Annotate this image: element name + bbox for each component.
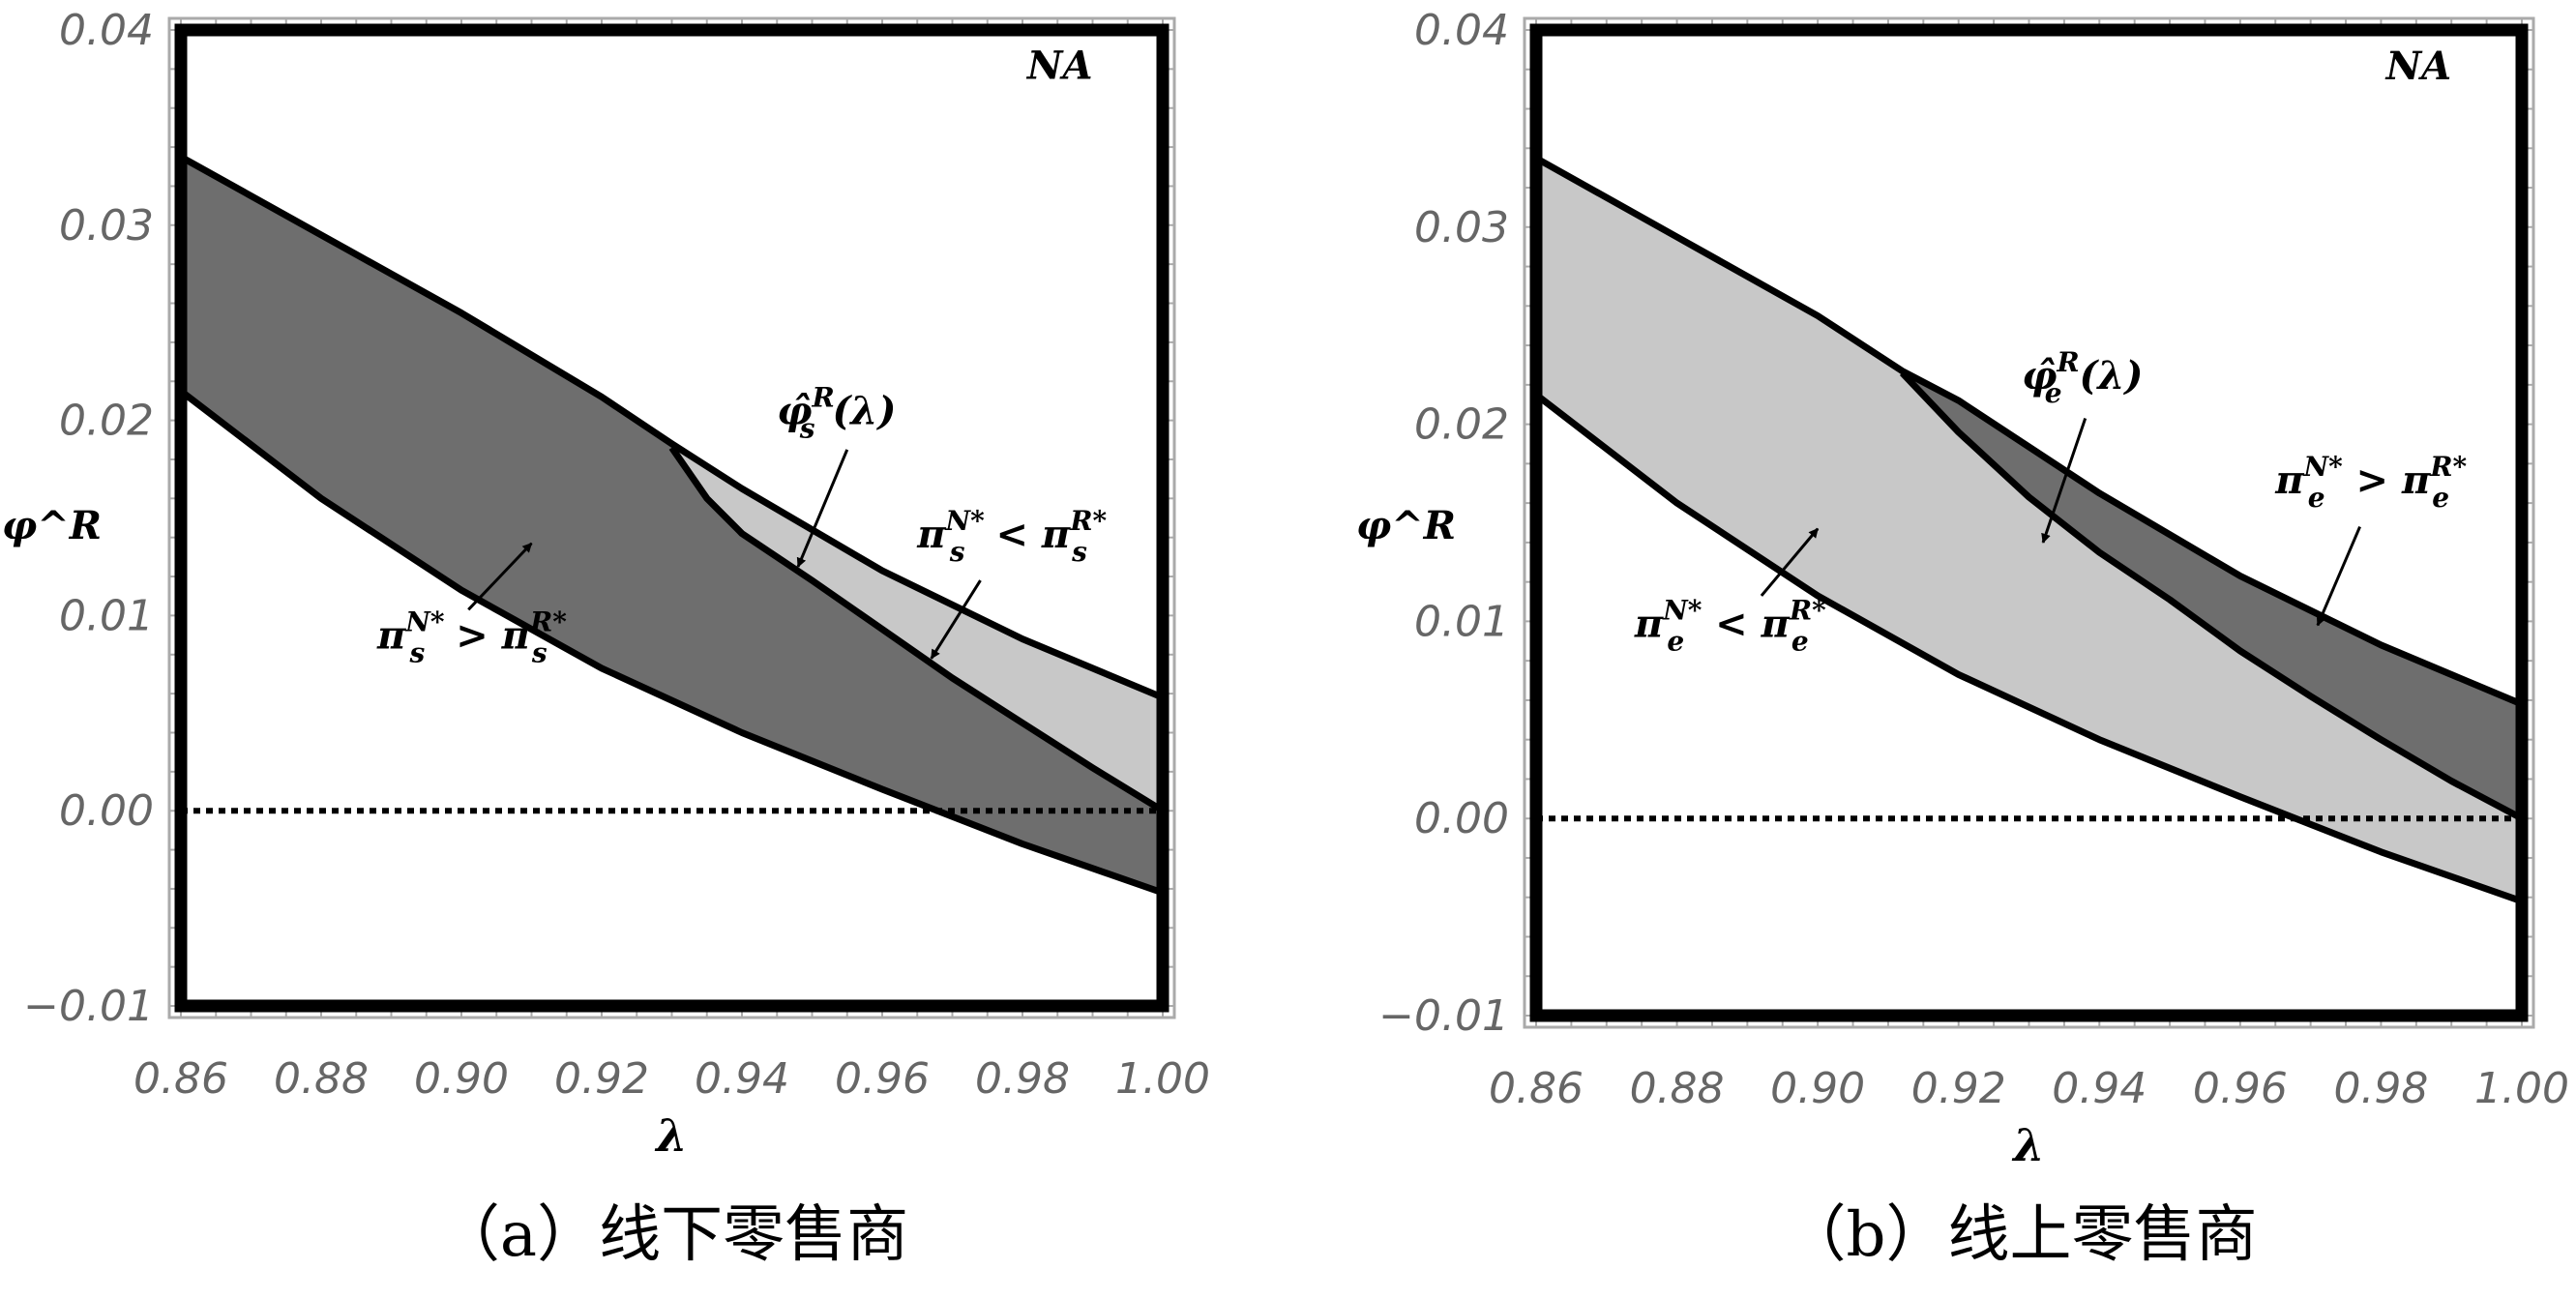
annotation-arrow — [796, 449, 849, 568]
annotation-arrow — [2041, 418, 2087, 544]
y-tick-label: −0.01 — [1378, 991, 1509, 1041]
x-tick-label: 0.88 — [1630, 1064, 1725, 1113]
band-region — [181, 157, 1163, 893]
y-tick-label: 0.02 — [59, 397, 154, 446]
x-tick-label: 0.88 — [274, 1054, 369, 1104]
region-label-na: NA — [1025, 43, 1093, 88]
y-tick-label: 0.03 — [59, 201, 154, 251]
y-tick-label: 0.04 — [1414, 6, 1509, 55]
band-region — [1536, 158, 2522, 901]
annotation-arrow — [467, 542, 533, 611]
upper-boundary-curve — [1534, 155, 2524, 708]
plot-region-border — [1529, 23, 2529, 1022]
x-tick-label: 0.94 — [695, 1054, 789, 1104]
x-tick-label: 0.92 — [554, 1054, 649, 1104]
x-tick-label: 0.96 — [835, 1054, 930, 1104]
upper-boundary-curve — [179, 154, 1165, 701]
x-tick-label: 1.00 — [2474, 1064, 2569, 1113]
annotation-label: φ̂R e (λ) — [2022, 346, 2143, 409]
x-tick-label: 0.86 — [133, 1054, 228, 1104]
annotation-label: πN* e > πR* e — [2274, 451, 2467, 514]
x-tick-label: 0.90 — [1770, 1064, 1865, 1113]
annotation-arrow — [1760, 527, 1820, 597]
x-tick-label: 0.94 — [2052, 1064, 2147, 1113]
x-tick-label: 0.98 — [2333, 1064, 2428, 1113]
threshold-curve — [1899, 370, 2524, 822]
x-tick-label: 0.86 — [1489, 1064, 1584, 1113]
annotation-label: πN* s > πR* s — [376, 606, 567, 669]
y-tick-label: −0.01 — [23, 982, 154, 1031]
threshold-region — [671, 443, 1163, 812]
annotation-arrow — [2316, 525, 2361, 627]
y-axis-label-a: φ^R — [2, 503, 102, 548]
chart-panel-b: 0.86 0.88 0.90 0.92 0.94 0.96 0.98 1.00 0.04 0.03… — [1378, 6, 2569, 1171]
x-axis-label: λ — [654, 1109, 687, 1162]
annotation-label: πN* e < πR* e — [1634, 595, 1826, 658]
lower-boundary-curve — [178, 388, 1165, 897]
y-tick-label: 0.00 — [1414, 794, 1509, 843]
y-tick-label: 0.01 — [59, 591, 154, 640]
threshold-region — [1902, 370, 2522, 819]
plot-region-border — [174, 23, 1170, 1013]
lower-boundary-curve — [1533, 392, 2524, 905]
annotation-arrow — [930, 579, 982, 660]
region-label-na: NA — [2384, 44, 2452, 89]
y-tick-label: 0.02 — [1414, 400, 1509, 450]
y-tick-label: 0.03 — [1414, 203, 1509, 252]
y-axis-label-b: φ^R — [1356, 503, 1456, 548]
x-tick-label: 0.92 — [1911, 1064, 2006, 1113]
y-tick-label: 0.00 — [59, 786, 154, 836]
annotation-label: φ̂R s (λ) — [777, 382, 896, 445]
threshold-curve — [668, 445, 1165, 814]
x-tick-label: 0.96 — [2193, 1064, 2288, 1113]
caption-b: （b）线上零售商 — [1784, 1199, 2258, 1271]
x-axis-label: λ — [2011, 1119, 2044, 1171]
y-tick-label: 0.04 — [59, 6, 154, 55]
caption-a: （a）线下零售商 — [437, 1199, 909, 1271]
chart-panel-a: 0.86 0.88 0.90 0.92 0.94 0.96 0.98 1.00 0.04 0.03… — [23, 6, 1210, 1162]
y-tick-label: 0.01 — [1414, 597, 1509, 646]
x-tick-label: 1.00 — [1115, 1054, 1210, 1104]
x-tick-label: 0.98 — [975, 1054, 1070, 1104]
x-tick-label: 0.90 — [414, 1054, 509, 1104]
annotation-label: πN* s < πR* s — [916, 505, 1107, 568]
